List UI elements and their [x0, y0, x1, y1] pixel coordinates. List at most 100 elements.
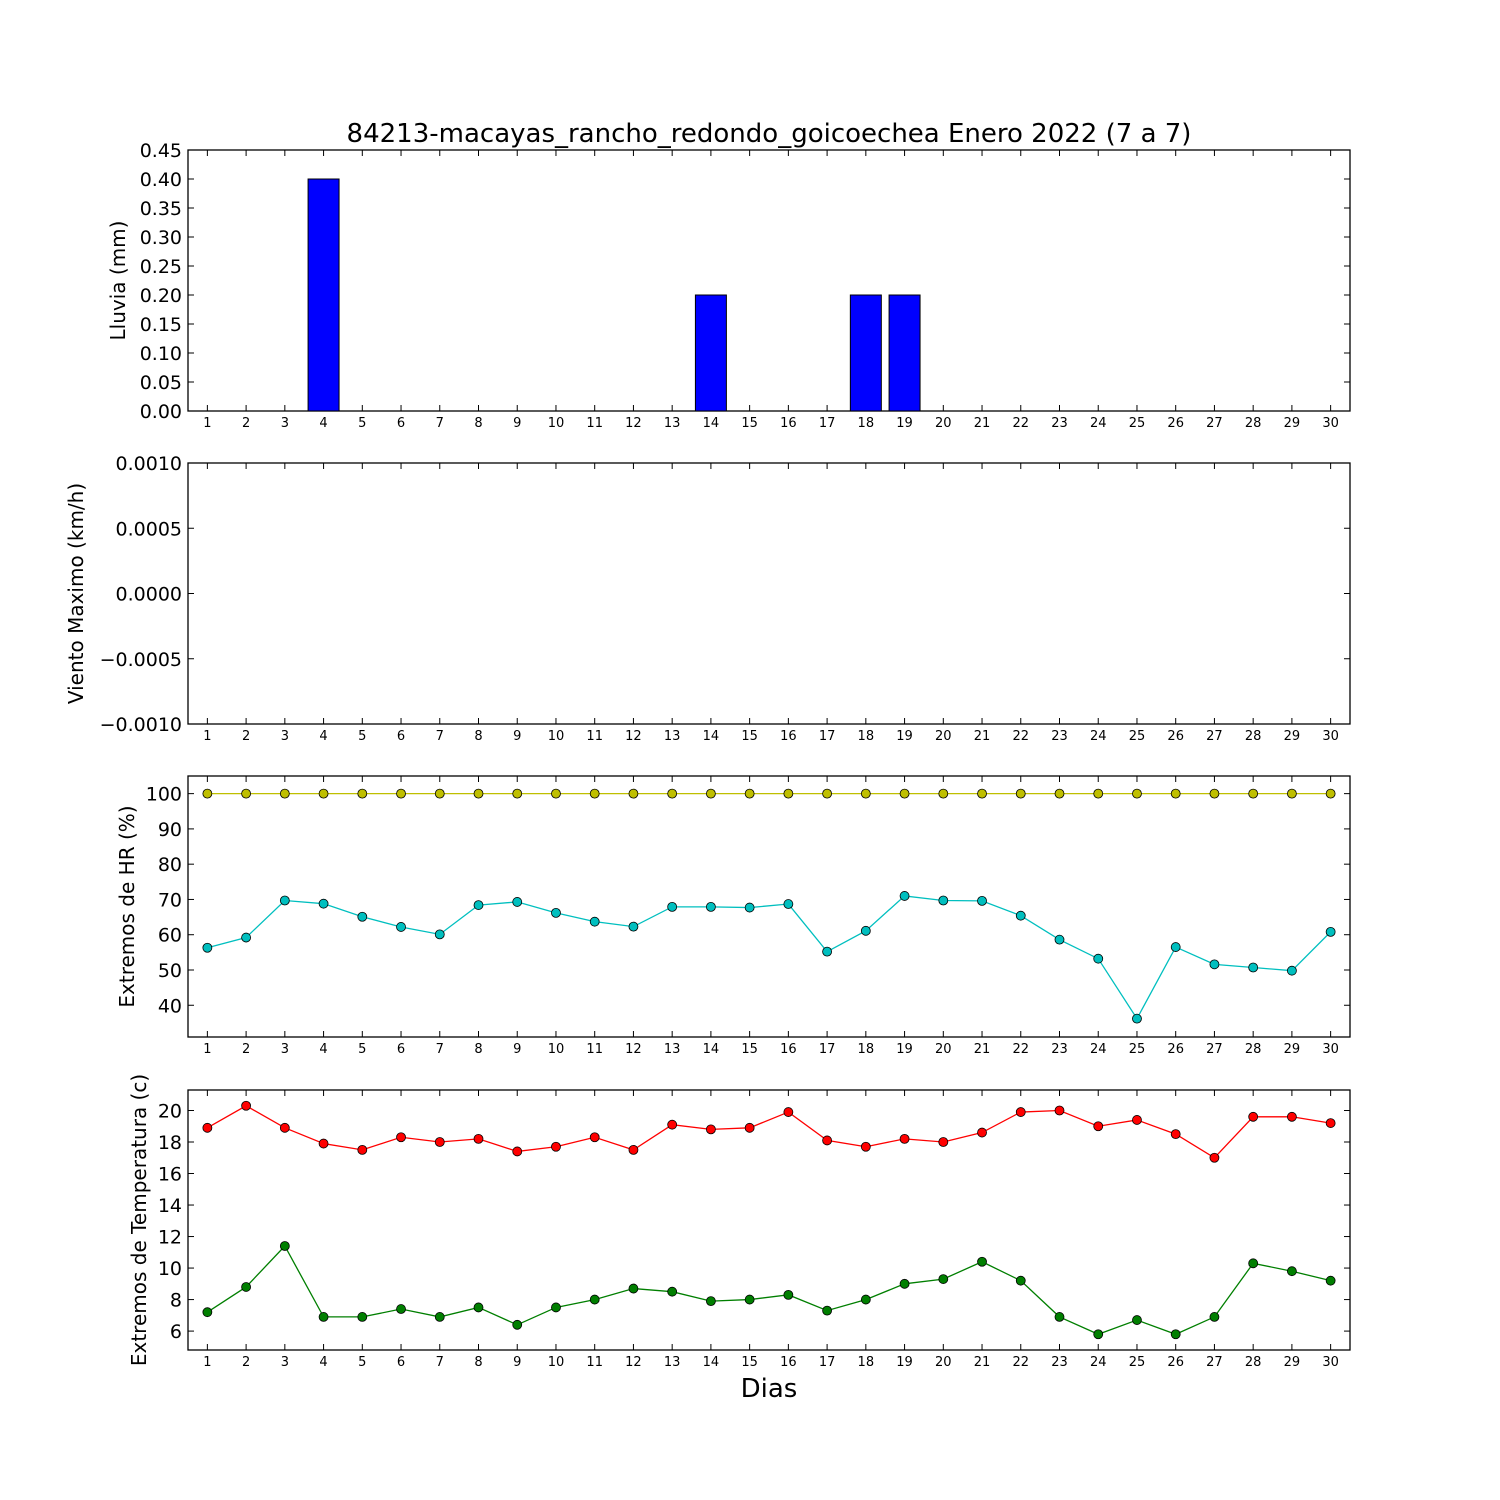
y-tick-label: 0.25 [140, 256, 182, 278]
x-tick-label: 3 [281, 1355, 289, 1370]
y-tick-label: −0.0005 [100, 649, 182, 671]
y-axis-label: Lluvia (mm) [106, 221, 130, 341]
panels: 0.00 0.05 0.10 0.15 0.20 0.25 0.30 0.35 0.40 0.45… [64, 140, 1351, 1370]
y-tick-label: 90 [158, 819, 182, 841]
x-tick-label: 5 [358, 1355, 366, 1370]
x-tick-label: 27 [1206, 1355, 1223, 1370]
x-tick-label: 12 [625, 1042, 642, 1057]
series-1-point-day-26 [1170, 788, 1181, 799]
x-tick-label: 22 [1012, 416, 1029, 431]
series-2-point-day-5 [357, 1312, 368, 1322]
series-2-point-day-24 [1093, 1329, 1104, 1340]
series-1-point-day-8 [473, 788, 484, 799]
series-2-point-day-20 [938, 895, 949, 906]
series-2-point-day-4 [318, 1312, 329, 1322]
y-tick-label: 14 [158, 1195, 182, 1217]
series-1-point-day-21 [977, 1127, 987, 1138]
series-1-point-day-13 [667, 788, 678, 799]
x-tick-label: 24 [1090, 1042, 1107, 1057]
y-tick-label: 60 [158, 925, 182, 947]
x-tick-label: 19 [896, 1042, 913, 1057]
x-tick-label: 14 [703, 729, 720, 744]
axes-frame [187, 775, 1351, 1038]
y-tick-label: 0.10 [140, 343, 182, 365]
series-1-point-day-23 [1054, 1105, 1065, 1116]
x-tick-label: 3 [281, 416, 289, 431]
x-tick-label: 27 [1206, 729, 1223, 744]
series-1-point-day-23 [1054, 788, 1065, 799]
x-tick-label: 10 [548, 1355, 565, 1370]
x-tick-label: 13 [664, 1042, 681, 1057]
series-1-point-day-28 [1248, 1111, 1259, 1122]
series-1-point-day-9 [512, 788, 523, 799]
series-1-point-day-9 [512, 1146, 523, 1157]
series-1-point-day-1 [202, 788, 213, 799]
x-tick-label: 12 [625, 1355, 642, 1370]
series-2-point-day-12 [628, 1283, 639, 1294]
x-tick-label: 27 [1206, 416, 1223, 431]
series-2-line [207, 895, 1332, 1020]
series-2-point-day-22 [1015, 1275, 1026, 1286]
x-tick-label: 6 [397, 1355, 405, 1370]
x-tick-label: 2 [242, 416, 250, 431]
x-tick-label: 15 [741, 1042, 758, 1057]
x-tick-label: 4 [319, 1042, 327, 1057]
series-2-point-day-1 [202, 942, 213, 953]
series-2-point-day-30 [1325, 926, 1336, 937]
series-2-point-day-9 [512, 1319, 523, 1330]
series-2-point-day-20 [938, 1274, 949, 1284]
series-2-point-day-12 [628, 921, 639, 932]
series-1-point-day-4 [318, 1138, 329, 1149]
series-1-point-day-25 [1132, 788, 1142, 799]
y-tick-label: 6 [170, 1321, 182, 1343]
series-2-point-day-21 [977, 895, 987, 906]
x-tick-label: 23 [1051, 1355, 1068, 1370]
series-2-point-day-10 [551, 907, 561, 918]
y-tick-label: 0.15 [140, 314, 182, 336]
x-tick-label: 25 [1129, 729, 1146, 744]
x-tick-label: 14 [703, 1042, 720, 1057]
y-tick-label: 0.20 [140, 285, 182, 307]
series-1-point-day-17 [822, 1135, 832, 1146]
series-2-point-day-23 [1054, 934, 1065, 945]
x-tick-label: 17 [819, 1042, 836, 1057]
series-1-point-day-10 [551, 788, 561, 799]
series-2-line [207, 1244, 1331, 1335]
series-2-point-day-8 [473, 1302, 484, 1313]
x-tick-label: 23 [1051, 1042, 1068, 1057]
series-1-point-day-2 [241, 788, 252, 799]
x-tick-label: 1 [203, 1042, 211, 1057]
x-tick-label: 3 [281, 729, 289, 744]
x-tick-label: 7 [436, 729, 444, 744]
x-tick-label: 23 [1051, 729, 1068, 744]
x-tick-label: 21 [974, 416, 991, 431]
y-tick-label: 0.0010 [116, 453, 182, 475]
series-2-point-day-26 [1170, 942, 1181, 952]
y-tick-label: −0.0010 [100, 714, 182, 736]
axes-frame [187, 462, 1351, 725]
series-2-point-day-25 [1132, 1315, 1142, 1325]
x-tick-label: 27 [1206, 1042, 1223, 1057]
series-1-point-day-29 [1287, 1111, 1297, 1122]
x-tick-label: 5 [358, 729, 366, 744]
series-2-point-day-19 [899, 1278, 910, 1289]
x-tick-label: 7 [436, 1355, 444, 1370]
series-1-line [207, 1105, 1331, 1159]
bar-day-4 [307, 178, 340, 412]
x-tick-label: 1 [203, 729, 211, 744]
series-1-point-day-15 [744, 788, 755, 799]
series-2-point-day-19 [899, 891, 910, 901]
x-tick-label: 11 [586, 416, 603, 431]
series-2-point-day-15 [744, 1294, 755, 1305]
series-1-point-day-21 [977, 788, 987, 799]
x-tick-label: 1 [203, 416, 211, 431]
bar-day-19 [888, 294, 921, 412]
x-tick-label: 14 [703, 416, 720, 431]
x-tick-label: 23 [1051, 416, 1068, 431]
series-2-point-day-6 [396, 1304, 406, 1314]
x-tick-label: 7 [436, 1042, 444, 1057]
x-tick-label: 22 [1012, 1042, 1029, 1057]
series-2-point-day-21 [977, 1256, 987, 1267]
series-1-point-day-13 [667, 1119, 678, 1130]
y-axis-label: Extremos de HR (%) [115, 805, 139, 1007]
